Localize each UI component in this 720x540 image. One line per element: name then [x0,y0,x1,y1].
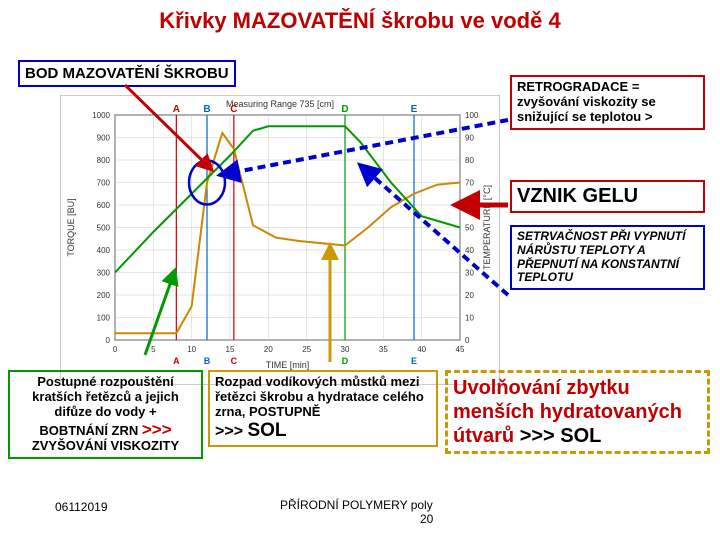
svg-text:40: 40 [465,246,474,255]
svg-text:20: 20 [465,291,474,300]
svg-text:TIME [min]: TIME [min] [266,360,310,370]
svg-text:10: 10 [465,314,474,323]
svg-text:B: B [204,356,211,366]
box-bod-mazovateni: BOD MAZOVATĚNÍ ŠKROBU [18,60,236,87]
svg-text:D: D [341,104,348,115]
box6-line1: Rozpad vodíkových můstků mezi řetězci šk… [215,374,424,419]
svg-text:A: A [173,356,180,366]
svg-text:10: 10 [187,345,196,354]
svg-text:0: 0 [113,345,118,354]
page-title: Křivky MAZOVATĚNÍ škrobu ve vodě 4 [0,0,720,42]
svg-text:25: 25 [302,345,311,354]
footer-page: 20 [420,512,433,526]
box5-line2: BOBTNÁNÍ ZRN [39,423,142,438]
box4-text: SETRVAČNOST PŘI VYPNUTÍ NÁRŮSTU TEPLOTY … [517,229,685,284]
svg-text:B: B [203,104,210,115]
footer-mid: PŘÍRODNÍ POLYMERY poly [280,498,433,512]
svg-text:80: 80 [465,156,474,165]
svg-text:600: 600 [97,201,111,210]
svg-text:40: 40 [417,345,426,354]
box6-line2b: SOL [247,420,286,441]
svg-text:D: D [342,356,349,366]
svg-text:700: 700 [97,179,111,188]
svg-text:100: 100 [97,314,111,323]
svg-text:TORQUE [BU]: TORQUE [BU] [66,198,76,256]
svg-text:5: 5 [151,345,156,354]
chart: Measuring Range 735 [cm] 0 5 10 15 20 25 30 35 40… [60,95,500,385]
svg-text:1000: 1000 [92,111,110,120]
svg-text:400: 400 [97,246,111,255]
svg-text:30: 30 [465,269,474,278]
svg-text:800: 800 [97,156,111,165]
svg-text:15: 15 [226,345,235,354]
box-setrvacnost: SETRVAČNOST PŘI VYPNUTÍ NÁRŮSTU TEPLOTY … [510,225,705,290]
svg-text:300: 300 [97,269,111,278]
box3-text: VZNIK GELU [517,185,638,207]
box-retrogradace: RETROGRADACE = zvyšování viskozity se sn… [510,75,705,130]
svg-text:90: 90 [465,134,474,143]
svg-text:C: C [231,356,238,366]
svg-text:E: E [411,104,418,115]
svg-text:200: 200 [97,291,111,300]
box5-line2b: >>> [142,420,172,439]
svg-text:45: 45 [456,345,465,354]
svg-text:C: C [230,104,237,115]
svg-text:TEMPERATURE [°C]: TEMPERATURE [°C] [482,185,492,270]
svg-text:70: 70 [465,179,474,188]
box2-text: RETROGRADACE = zvyšování viskozity se sn… [517,79,656,124]
box-postupne-rozpousteni: Postupné rozpouštění kratších řetězců a … [8,370,203,459]
box5-line1: Postupné rozpouštění kratších řetězců a … [32,374,179,419]
svg-text:30: 30 [341,345,350,354]
box6-line2: >>> [215,423,247,440]
box5-line3: ZVYŠOVÁNÍ VISKOZITY [32,438,179,453]
svg-text:Measuring Range 735 [cm]: Measuring Range 735 [cm] [226,99,334,109]
box-rozpad-vodikovych: Rozpad vodíkových můstků mezi řetězci šk… [208,370,438,447]
box-uvolnovani: Uvolňování zbytku menších hydratovaných … [445,370,710,454]
svg-text:20: 20 [264,345,273,354]
box1-text: BOD MAZOVATĚNÍ ŠKROBU [25,65,229,82]
svg-text:60: 60 [465,201,474,210]
svg-text:900: 900 [97,134,111,143]
svg-text:0: 0 [106,336,111,345]
footer-date: 06112019 [55,500,108,514]
svg-text:100: 100 [465,111,479,120]
svg-text:0: 0 [465,336,470,345]
svg-text:A: A [173,104,180,115]
svg-text:E: E [411,356,417,366]
box7-text2: >>> SOL [520,425,602,447]
svg-text:50: 50 [465,224,474,233]
svg-text:500: 500 [97,224,111,233]
box-vznik-gelu: VZNIK GELU [510,180,705,213]
svg-text:35: 35 [379,345,388,354]
